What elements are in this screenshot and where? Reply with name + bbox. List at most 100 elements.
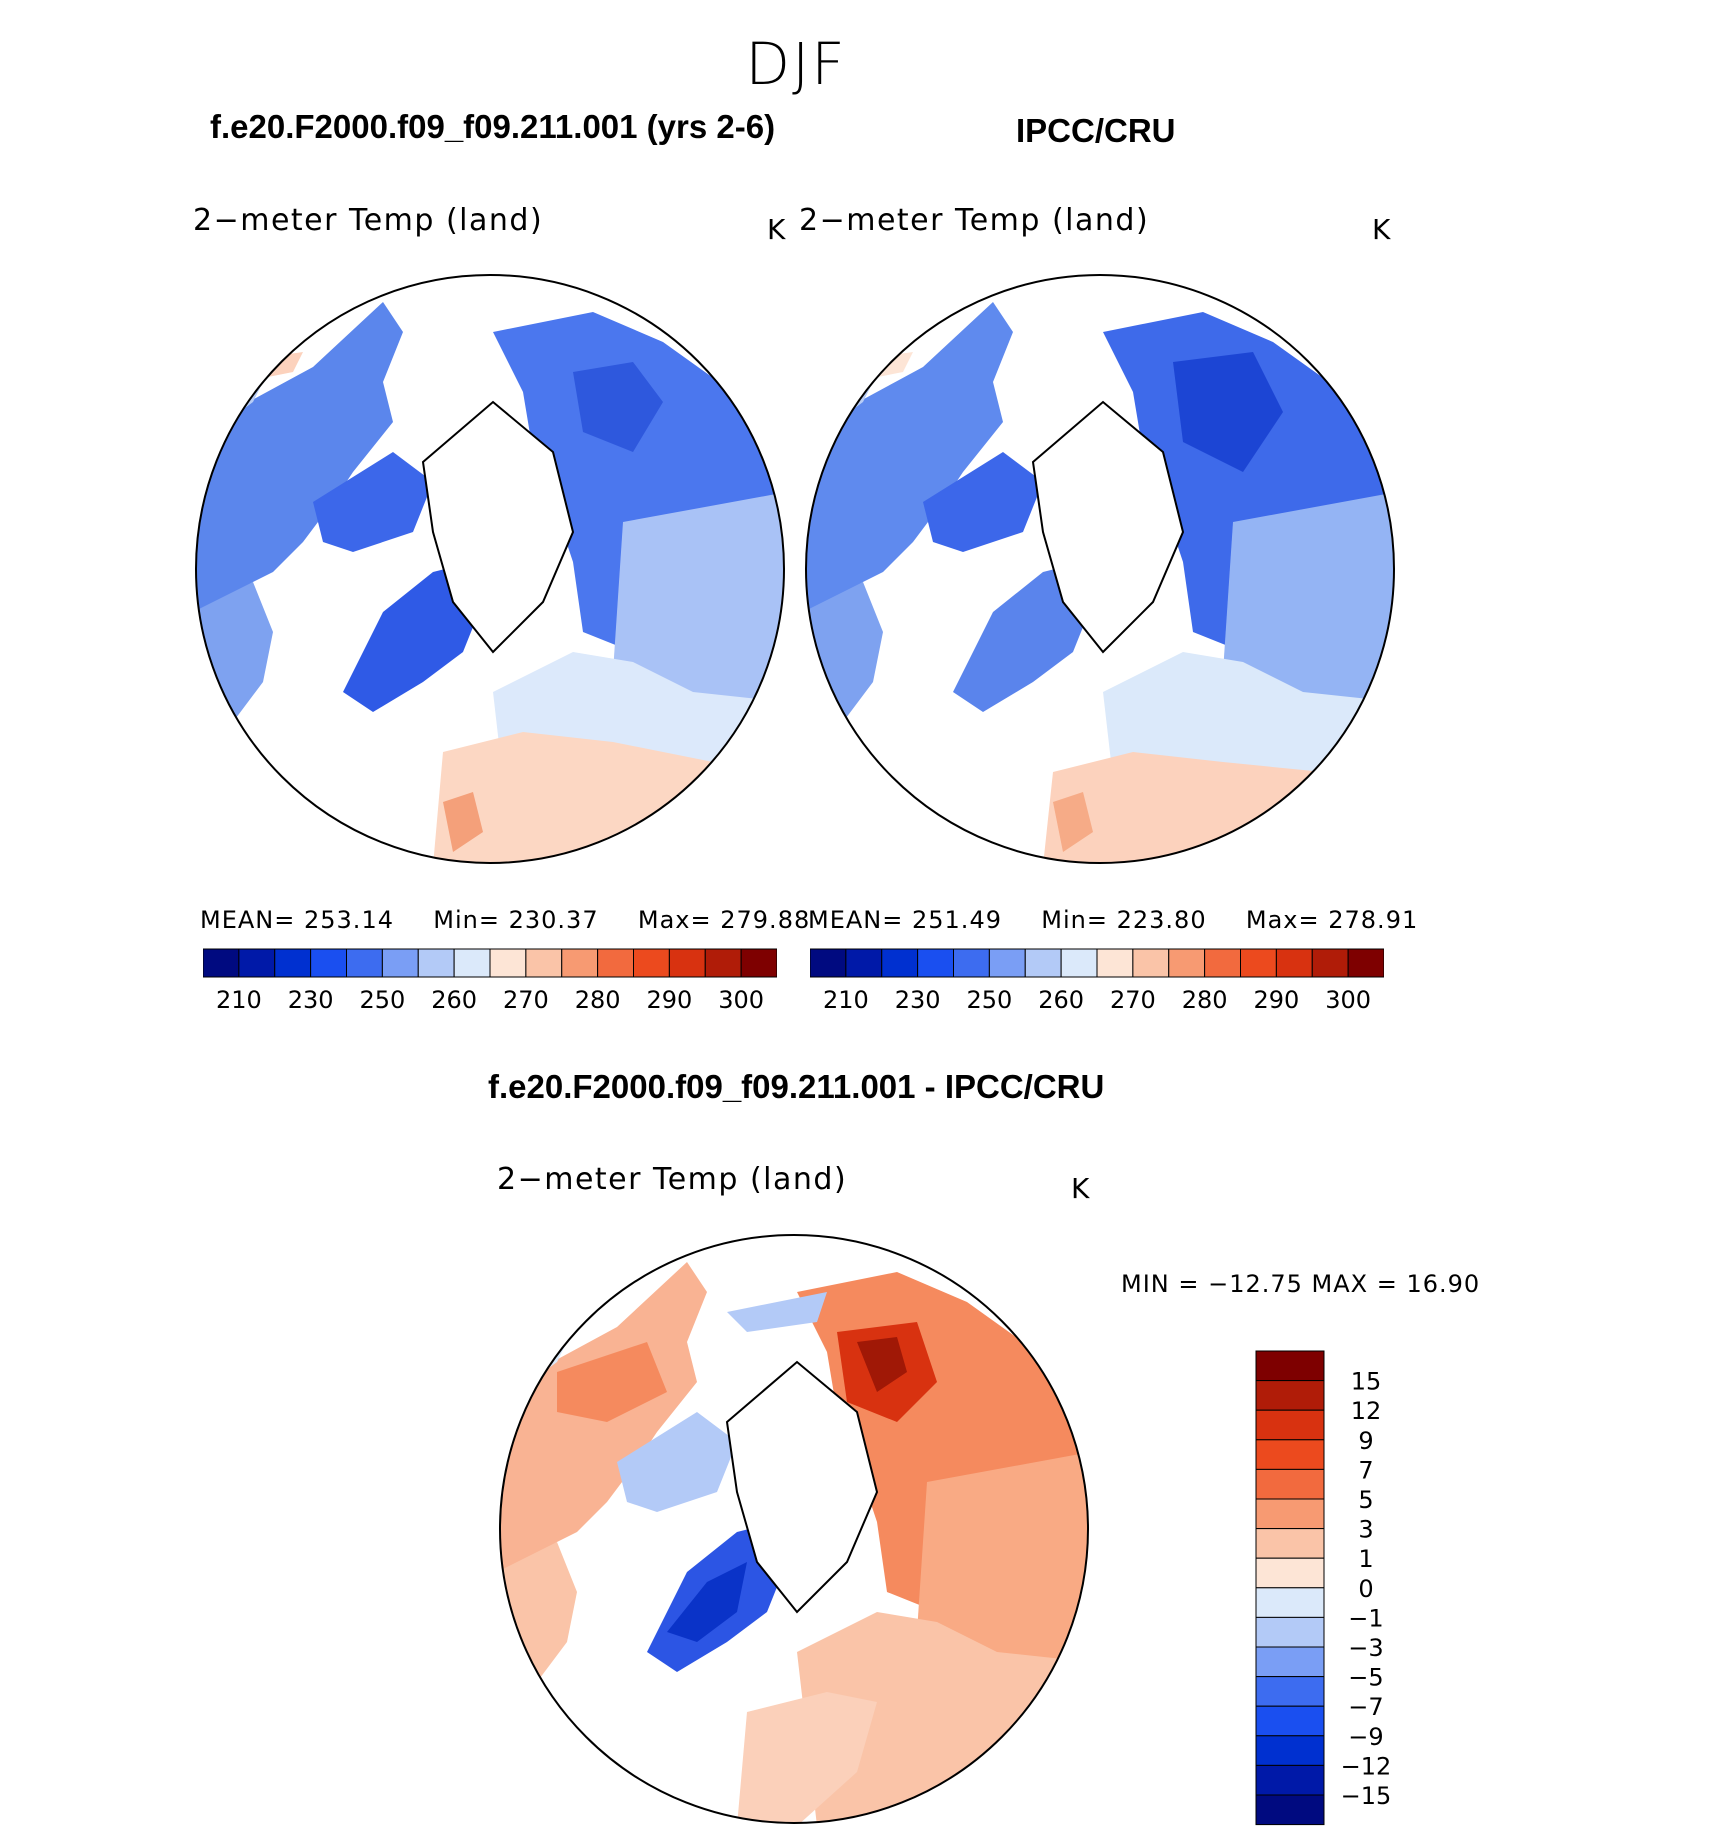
diff-colorbar-swatch [1255,1705,1325,1737]
right-colorbar-swatch [881,948,919,978]
diff-colorbar-tick-label: 12 [1351,1397,1382,1425]
scandinavia-land [737,1692,877,1823]
diff-colorbar-tick-label: −9 [1348,1723,1383,1751]
left-colorbar-swatch [489,948,527,978]
diff-colorbar-swatch [1255,1557,1325,1589]
right-colorbar [810,948,1384,978]
right-mean-label: MEAN= [808,906,904,934]
left-colorbar-tick-label: 290 [646,986,692,1014]
left-stats: MEAN= 253.14 Min= 230.37 Max= 279.88 [200,906,810,934]
greenland-land [953,562,1093,712]
right-polar-map [805,274,1395,864]
left-colorbar-tick-label: 230 [288,986,334,1014]
right-case-title: IPCC/CRU [1016,112,1176,149]
archipelago-land [923,452,1043,552]
left-case-title: f.e20.F2000.f09_f09.211.001 (yrs 2-6) [210,108,776,145]
left-colorbar-swatch [668,948,706,978]
left-min-label: Min= [433,906,500,934]
north-america-warm-core [557,1342,667,1422]
right-colorbar-swatch [1240,948,1277,978]
diff-colorbar-tick-label: −1 [1348,1604,1383,1632]
greenland-cold-core [667,1562,747,1642]
diff-colorbar-swatch [1255,1764,1325,1796]
left-colorbar-swatch [238,948,276,978]
left-colorbar [203,948,777,978]
greenland-land [343,562,483,712]
diff-colorbar-tick-label: −15 [1341,1782,1392,1810]
left-colorbar-tick-label: 260 [431,986,477,1014]
diff-minmax: MIN = −12.75 MAX = 16.90 [1121,1270,1481,1298]
right-plot-label: 2−meter Temp (land) [799,203,1150,238]
diff-unit: K [1071,1172,1090,1205]
right-colorbar-swatch [988,948,1026,978]
diff-colorbar-swatch [1255,1794,1325,1826]
diff-case-title: f.e20.F2000.f09_f09.211.001 - IPCC/CRU [488,1068,1105,1105]
right-colorbar-swatch [810,948,847,978]
archipelago-land [313,452,433,552]
left-colorbar-swatch [417,948,455,978]
left-min-value: 230.37 [508,906,599,934]
diff-colorbar-tick-label: 9 [1358,1427,1373,1455]
central-asia-land [917,1452,1088,1692]
right-colorbar-swatch [1311,948,1349,978]
left-colorbar-swatch [597,948,634,978]
left-colorbar-swatch [453,948,491,978]
diff-colorbar-tick-label: 3 [1358,1516,1373,1544]
arctic-coast-cold [727,1292,827,1332]
diff-colorbar-swatch [1255,1528,1325,1559]
right-colorbar-swatch [1096,948,1134,978]
left-max-label: Max= [637,906,712,934]
archipelago-land [617,1412,737,1512]
diff-colorbar-tick-label: −7 [1348,1693,1383,1721]
right-colorbar-swatch [1024,948,1062,978]
left-colorbar-tick-label: 270 [503,986,549,1014]
coastline [421,400,575,654]
central-asia-land [613,492,784,732]
diff-colorbar-swatch [1255,1735,1325,1766]
diff-colorbar-tick-label: 15 [1351,1368,1382,1396]
left-polar-map [195,274,785,864]
right-colorbar-tick-label: 250 [966,986,1012,1014]
diff-colorbar-swatch [1255,1616,1325,1648]
diff-polar-map [499,1234,1089,1824]
right-colorbar-tick-label: 270 [1110,986,1156,1014]
right-colorbar-swatch [1168,948,1206,978]
right-colorbar-swatch [953,948,990,978]
left-colorbar-swatch [633,948,670,978]
right-colorbar-swatch [1204,948,1241,978]
diff-colorbar-swatch [1255,1409,1325,1441]
diff-colorbar-swatch [1255,1676,1325,1707]
diff-colorbar-tick-label: 0 [1358,1575,1373,1603]
diff-colorbar-swatch [1255,1587,1325,1618]
arctic-ocean [1033,402,1183,652]
right-colorbar-tick-label: 210 [823,986,869,1014]
right-mean-value: 251.49 [912,906,1002,934]
left-colorbar-swatch [346,948,383,978]
right-max-value: 278.91 [1328,906,1419,934]
left-colorbar-swatch [525,948,563,978]
left-colorbar-tick-label: 250 [359,986,405,1014]
left-max-value: 279.88 [720,906,811,934]
left-colorbar-swatch [740,948,777,978]
left-mean-label: MEAN= [200,906,296,934]
right-colorbar-swatch [1132,948,1170,978]
uk-land [1053,792,1093,852]
right-min-value: 223.80 [1116,906,1207,934]
diff-colorbar-tick-label: 1 [1358,1545,1373,1573]
left-colorbar-swatch [274,948,312,978]
diff-colorbar-swatch [1255,1498,1325,1530]
right-colorbar-swatch [1347,948,1384,978]
left-colorbar-tick-label: 300 [718,986,764,1014]
left-mean-value: 253.14 [304,906,394,934]
left-colorbar-swatch [704,948,742,978]
right-stats: MEAN= 251.49 Min= 223.80 Max= 278.91 [808,906,1418,934]
arctic-ocean [423,402,573,652]
diff-colorbar-tick-label: −3 [1348,1634,1383,1662]
left-colorbar-tick-label: 280 [575,986,621,1014]
coastline [1031,400,1185,654]
coastline [725,1360,879,1614]
left-colorbar-ticks: 210 230 250 260 270 280 290 300 [216,986,764,1014]
right-colorbar-tick-label: 290 [1253,986,1299,1014]
diff-colorbar-swatch [1255,1468,1325,1500]
